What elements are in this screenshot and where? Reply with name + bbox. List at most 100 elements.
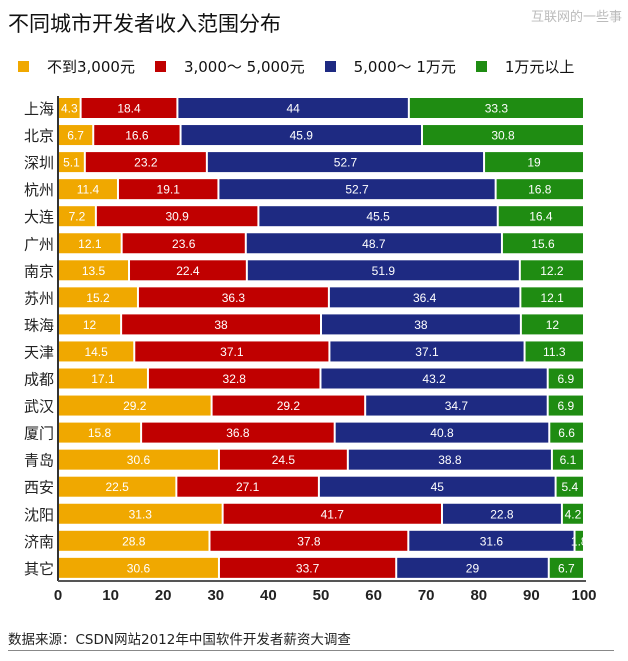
data-label: 51.9 [372, 264, 396, 278]
legend-item: 1万元以上 [475, 56, 575, 77]
bar-segment [219, 557, 396, 578]
x-tick-label: 40 [260, 587, 277, 604]
category-label: 天津 [24, 343, 54, 361]
bar-segment [148, 368, 320, 389]
bar-segment [422, 125, 583, 146]
legend-label: 5,000～ 1万元 [353, 58, 456, 76]
bar-segment [219, 179, 495, 200]
data-label: 23.2 [134, 156, 158, 170]
bar-segment [442, 503, 561, 524]
data-label: 12 [546, 318, 560, 332]
bar-segment [59, 179, 117, 200]
bar-segment [178, 98, 408, 118]
source-note: 数据来源：CSDN网站2012年中国软件开发者薪资大调查 [8, 632, 351, 648]
bar-segment [59, 233, 121, 254]
bar-segment [259, 206, 497, 227]
data-label: 12.1 [540, 291, 564, 305]
x-tick-label: 30 [207, 587, 224, 604]
bar-segment [59, 368, 147, 389]
data-label: 15.8 [88, 426, 112, 440]
data-label: 6.6 [558, 426, 575, 440]
data-label: 37.1 [220, 345, 244, 359]
bar-segment [525, 341, 583, 362]
x-tick-label: 100 [571, 587, 596, 604]
data-label: 30.6 [127, 561, 151, 575]
bar-segment [348, 449, 551, 470]
data-label: 12.2 [540, 264, 564, 278]
data-label: 33.7 [296, 561, 320, 575]
data-label: 30.6 [127, 453, 151, 467]
bar-segment [397, 557, 548, 578]
data-label: 52.7 [334, 156, 358, 170]
bar-segment [207, 152, 484, 173]
legend-swatch [154, 61, 166, 72]
data-label: 30.8 [491, 129, 515, 143]
bar-segment [59, 557, 218, 578]
data-label: 4.3 [61, 102, 78, 116]
data-label: 19.1 [157, 183, 181, 197]
data-label: 15.6 [531, 237, 555, 251]
data-label: 36.8 [226, 426, 250, 440]
data-label: 31.3 [129, 507, 153, 521]
category-label: 杭州 [24, 181, 54, 199]
legend-swatch [324, 61, 336, 72]
bar-segment [549, 557, 583, 578]
category-label: 大连 [24, 208, 54, 226]
bar-segment [130, 260, 246, 281]
bar-segment [521, 314, 583, 335]
data-label: 22.4 [176, 264, 200, 278]
data-label: 16.4 [529, 210, 553, 224]
category-label: 南京 [24, 262, 54, 280]
data-label: 12 [83, 318, 97, 332]
bar-segment [59, 395, 211, 416]
bar-segment [59, 125, 93, 146]
bar-segment [550, 422, 583, 443]
bar-segment [85, 152, 206, 173]
bar-segment [122, 233, 245, 254]
legend-item: 5,000～ 1万元 [324, 56, 456, 77]
legend: 不到3,000元 3,000～ 5,000元 5,000～ 1万元 1万元以上 [18, 56, 594, 77]
data-label: 45.9 [290, 129, 314, 143]
category-label: 厦门 [24, 425, 54, 443]
data-label: 32.8 [223, 372, 247, 386]
category-label: 沈阳 [24, 506, 54, 524]
data-label: 38.8 [438, 453, 462, 467]
data-label: 23.6 [172, 237, 196, 251]
data-label: 5.1 [63, 156, 80, 170]
data-label: 6.7 [67, 129, 84, 143]
legend-label: 1万元以上 [504, 58, 575, 76]
bar-segment [59, 98, 80, 118]
bar-segment [177, 476, 318, 497]
data-label: 22.5 [105, 480, 129, 494]
category-label: 成都 [24, 371, 54, 389]
bar-segment [59, 206, 95, 227]
bar-segment [181, 125, 421, 146]
chart-title: 不同城市开发者收入范围分布 [8, 12, 281, 36]
bar-segment [496, 179, 583, 200]
x-tick-label: 90 [523, 587, 540, 604]
data-label: 6.9 [558, 399, 575, 413]
bar-segment [366, 395, 547, 416]
bar-segment [138, 287, 328, 308]
category-label: 济南 [24, 533, 54, 551]
bar-segment [59, 530, 209, 551]
category-label: 深圳 [24, 154, 54, 172]
data-label: 13.5 [82, 264, 106, 278]
bar-segment [59, 449, 218, 470]
data-label: 22.8 [490, 507, 514, 521]
bar-segment [59, 260, 129, 281]
bar-segment [319, 476, 555, 497]
x-tick-label: 80 [470, 587, 487, 604]
data-label: 52.7 [345, 183, 369, 197]
data-label: 27.1 [236, 480, 260, 494]
bar-segment [59, 341, 134, 362]
bar-segment [520, 260, 583, 281]
data-label: 44 [286, 102, 300, 116]
category-label: 西安 [24, 479, 54, 497]
bar-segment [210, 530, 408, 551]
watermark: 互联网的一些事 [530, 10, 622, 25]
data-label: 18.4 [117, 102, 141, 116]
x-tick-label: 50 [313, 587, 330, 604]
